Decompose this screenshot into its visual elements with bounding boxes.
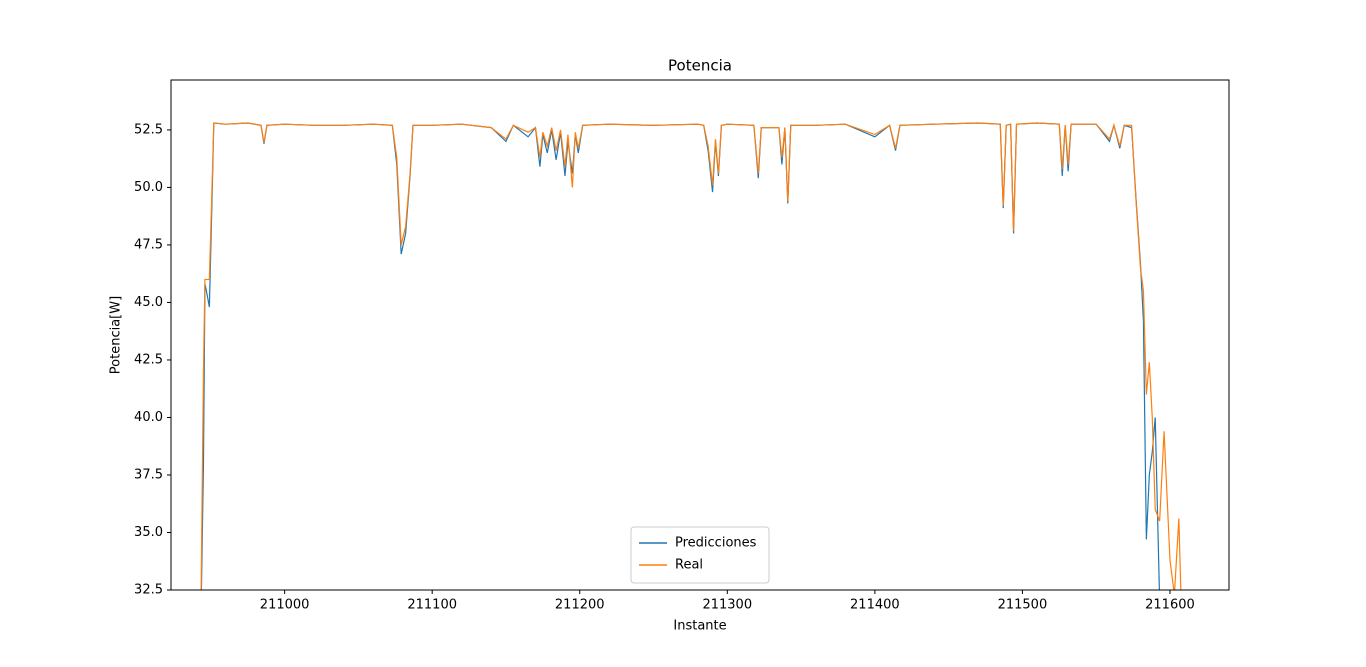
x-tick-label: 211300 bbox=[702, 598, 752, 613]
x-axis-label: Instante bbox=[673, 619, 726, 634]
series-line bbox=[200, 122, 1182, 590]
y-tick-label: 47.5 bbox=[134, 237, 163, 252]
axes-frame bbox=[170, 79, 1230, 591]
x-tick-label: 211100 bbox=[407, 598, 457, 613]
x-tick-label: 211000 bbox=[260, 598, 310, 613]
x-tick-label: 211400 bbox=[850, 598, 900, 613]
x-tick-label: 211600 bbox=[1145, 598, 1195, 613]
y-tick-label: 35.0 bbox=[134, 525, 163, 540]
y-tick-label: 50.0 bbox=[134, 180, 163, 195]
legend-label: Predicciones bbox=[675, 536, 757, 551]
x-tick-label: 211500 bbox=[998, 598, 1048, 613]
x-tick-label: 211200 bbox=[555, 598, 605, 613]
chart-title: Potencia bbox=[668, 57, 732, 75]
y-axis-label: Potencia[W] bbox=[109, 296, 124, 374]
y-tick-label: 45.0 bbox=[134, 295, 163, 310]
legend-box bbox=[630, 526, 770, 584]
y-tick-label: 37.5 bbox=[134, 467, 163, 482]
y-tick-label: 40.0 bbox=[134, 410, 163, 425]
legend-label: Real bbox=[675, 558, 703, 573]
plot-area bbox=[200, 122, 1182, 590]
y-tick-label: 42.5 bbox=[134, 352, 163, 367]
y-tick-label: 52.5 bbox=[134, 122, 163, 137]
y-tick-label: 32.5 bbox=[134, 583, 163, 598]
